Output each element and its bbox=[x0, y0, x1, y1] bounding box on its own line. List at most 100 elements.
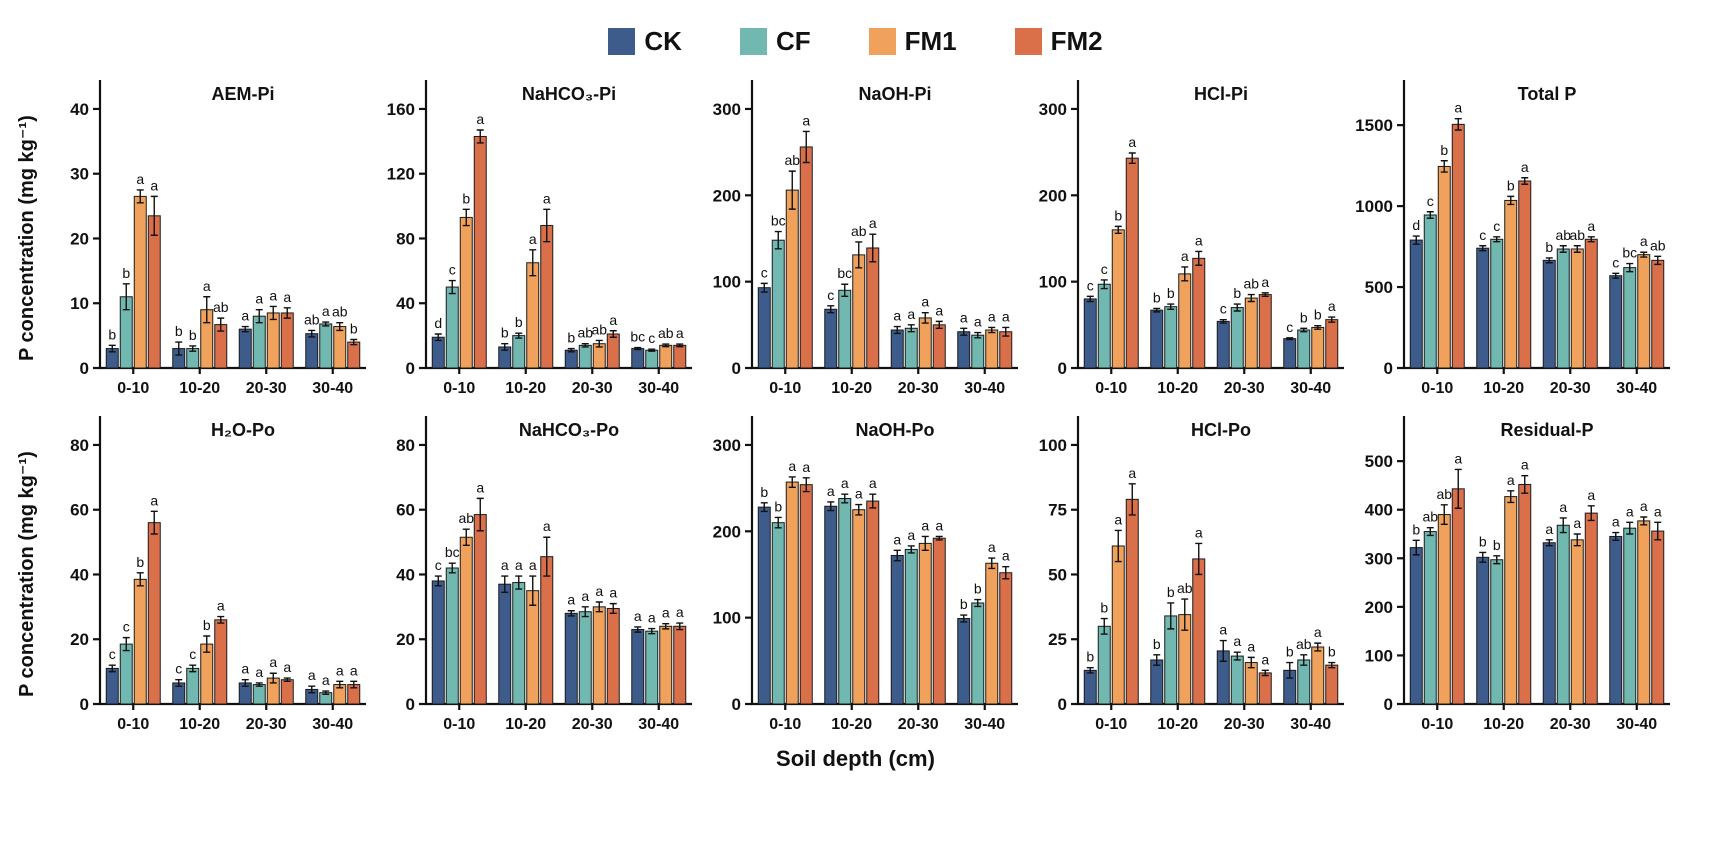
significance-letter: a bbox=[136, 171, 144, 187]
error-bar bbox=[122, 636, 130, 652]
significance-letter: a bbox=[869, 475, 877, 491]
error-bar bbox=[595, 601, 603, 613]
bar-ck-30-40 bbox=[1283, 338, 1297, 369]
error-bar bbox=[921, 312, 929, 324]
significance-letter: a bbox=[1454, 450, 1462, 466]
y-tick-label: 40 bbox=[396, 565, 415, 584]
x-tick-label: 10-20 bbox=[1483, 716, 1524, 733]
significance-letter: b bbox=[1412, 521, 1420, 537]
bar-ck-0-10 bbox=[1409, 547, 1423, 705]
significance-letter: d bbox=[1412, 217, 1420, 233]
significance-letter: b bbox=[1167, 285, 1175, 301]
bar-ck-30-40 bbox=[631, 629, 645, 705]
significance-letter: c bbox=[123, 619, 130, 635]
error-bar bbox=[935, 320, 943, 329]
significance-letter: c bbox=[648, 330, 655, 346]
error-bar bbox=[175, 341, 183, 356]
bar-cf-10-20 bbox=[186, 667, 200, 705]
significance-letter: a bbox=[255, 664, 263, 680]
y-tick-label: 80 bbox=[396, 229, 415, 248]
error-bar bbox=[609, 330, 617, 338]
error-bar bbox=[283, 677, 291, 683]
error-bar bbox=[907, 545, 915, 554]
bar-fm1-0-10 bbox=[459, 536, 473, 705]
error-bar bbox=[241, 325, 249, 333]
error-bar bbox=[1640, 251, 1648, 258]
significance-letter: a bbox=[907, 527, 915, 543]
bar-cf-10-20 bbox=[1490, 559, 1504, 705]
significance-letter: a bbox=[1195, 524, 1203, 540]
error-bar bbox=[1002, 566, 1010, 580]
error-bar bbox=[1086, 667, 1094, 674]
error-bar bbox=[189, 664, 197, 673]
chart-panel-hcl-pi: 0 100 200 300 HCl-Pi 0-10 c c b a 10-20 b b a a 20-30 c b… bbox=[1024, 70, 1350, 406]
bar-ck-30-40 bbox=[957, 331, 971, 369]
panel-title: NaHCO₃-Po bbox=[519, 420, 619, 440]
significance-letter: a bbox=[676, 325, 684, 341]
y-tick-label: 60 bbox=[396, 501, 415, 520]
y-tick-label: 20 bbox=[70, 630, 89, 649]
significance-letter: b bbox=[1479, 533, 1487, 549]
error-bar bbox=[802, 130, 810, 164]
error-bar bbox=[1521, 475, 1529, 494]
bar-fm1-10-20 bbox=[1504, 496, 1518, 705]
x-tick-label: 20-30 bbox=[1550, 716, 1591, 733]
bar-fm2-10-20 bbox=[1192, 257, 1206, 369]
panel-title: HCl-Pi bbox=[1194, 84, 1248, 104]
significance-letter: b bbox=[122, 265, 130, 281]
error-bar bbox=[1612, 531, 1620, 542]
error-bar bbox=[662, 343, 670, 348]
bar-cf-0-10 bbox=[771, 522, 785, 705]
error-bar bbox=[136, 189, 144, 204]
significance-letter: c bbox=[1479, 227, 1486, 243]
y-tick-label: 0 bbox=[1058, 359, 1067, 378]
y-axis-label-row1: P concentration (mg kg⁻¹) bbox=[16, 115, 38, 361]
bar-cf-10-20 bbox=[1164, 306, 1178, 369]
error-bar bbox=[774, 230, 782, 250]
x-tick-label: 20-30 bbox=[246, 380, 287, 397]
error-bar bbox=[108, 664, 116, 673]
significance-letter: a bbox=[1128, 134, 1136, 150]
y-tick-label: 40 bbox=[70, 100, 89, 119]
legend-item-fm1: FM1 bbox=[868, 26, 957, 57]
error-bar bbox=[1440, 160, 1448, 173]
legend: CK CF FM1 FM2 bbox=[0, 12, 1711, 70]
bar-fm1-10-20 bbox=[526, 262, 540, 369]
error-bar bbox=[322, 321, 330, 327]
y-tick-label: 0 bbox=[1058, 695, 1067, 714]
error-bar bbox=[1300, 654, 1308, 666]
error-bar bbox=[501, 343, 509, 351]
significance-letter: a bbox=[269, 287, 277, 303]
y-tick-label: 1000 bbox=[1355, 197, 1393, 216]
significance-letter: a bbox=[634, 608, 642, 624]
bar-cf-20-30 bbox=[904, 327, 918, 369]
significance-letter: a bbox=[322, 672, 330, 688]
significance-letter: a bbox=[609, 585, 617, 601]
error-bar bbox=[841, 493, 849, 504]
y-tick-label: 10 bbox=[70, 294, 89, 313]
y-tick-label: 100 bbox=[1365, 646, 1393, 665]
significance-letter: b bbox=[175, 323, 183, 339]
significance-letter: c bbox=[175, 661, 182, 677]
y-tick-label: 160 bbox=[387, 100, 415, 119]
x-tick-label: 0-10 bbox=[117, 716, 149, 733]
significance-letter: ab bbox=[851, 223, 867, 239]
y-tick-label: 200 bbox=[713, 522, 741, 541]
error-bar bbox=[760, 282, 768, 293]
bar-fm2-20-30 bbox=[1584, 512, 1598, 705]
legend-swatch-fm1 bbox=[868, 27, 896, 55]
bar-fm2-30-40 bbox=[1651, 530, 1665, 705]
x-tick-label: 10-20 bbox=[1157, 380, 1198, 397]
y-tick-label: 60 bbox=[70, 501, 89, 520]
bar-cf-30-40 bbox=[1297, 329, 1311, 369]
significance-letter: a bbox=[988, 308, 996, 324]
error-bar bbox=[634, 626, 642, 633]
error-bar bbox=[634, 346, 642, 351]
chart-panel-nahco-pi: 0 40 80 120 160 NaHCO₃-Pi 0-10 d c b a 10-20 b b a a 20-… bbox=[372, 70, 698, 406]
error-bar bbox=[1153, 654, 1161, 666]
x-tick-label: 30-40 bbox=[1616, 716, 1657, 733]
significance-letter: a bbox=[241, 308, 249, 324]
bar-fm1-20-30 bbox=[918, 542, 932, 705]
significance-letter: c bbox=[1101, 261, 1108, 277]
